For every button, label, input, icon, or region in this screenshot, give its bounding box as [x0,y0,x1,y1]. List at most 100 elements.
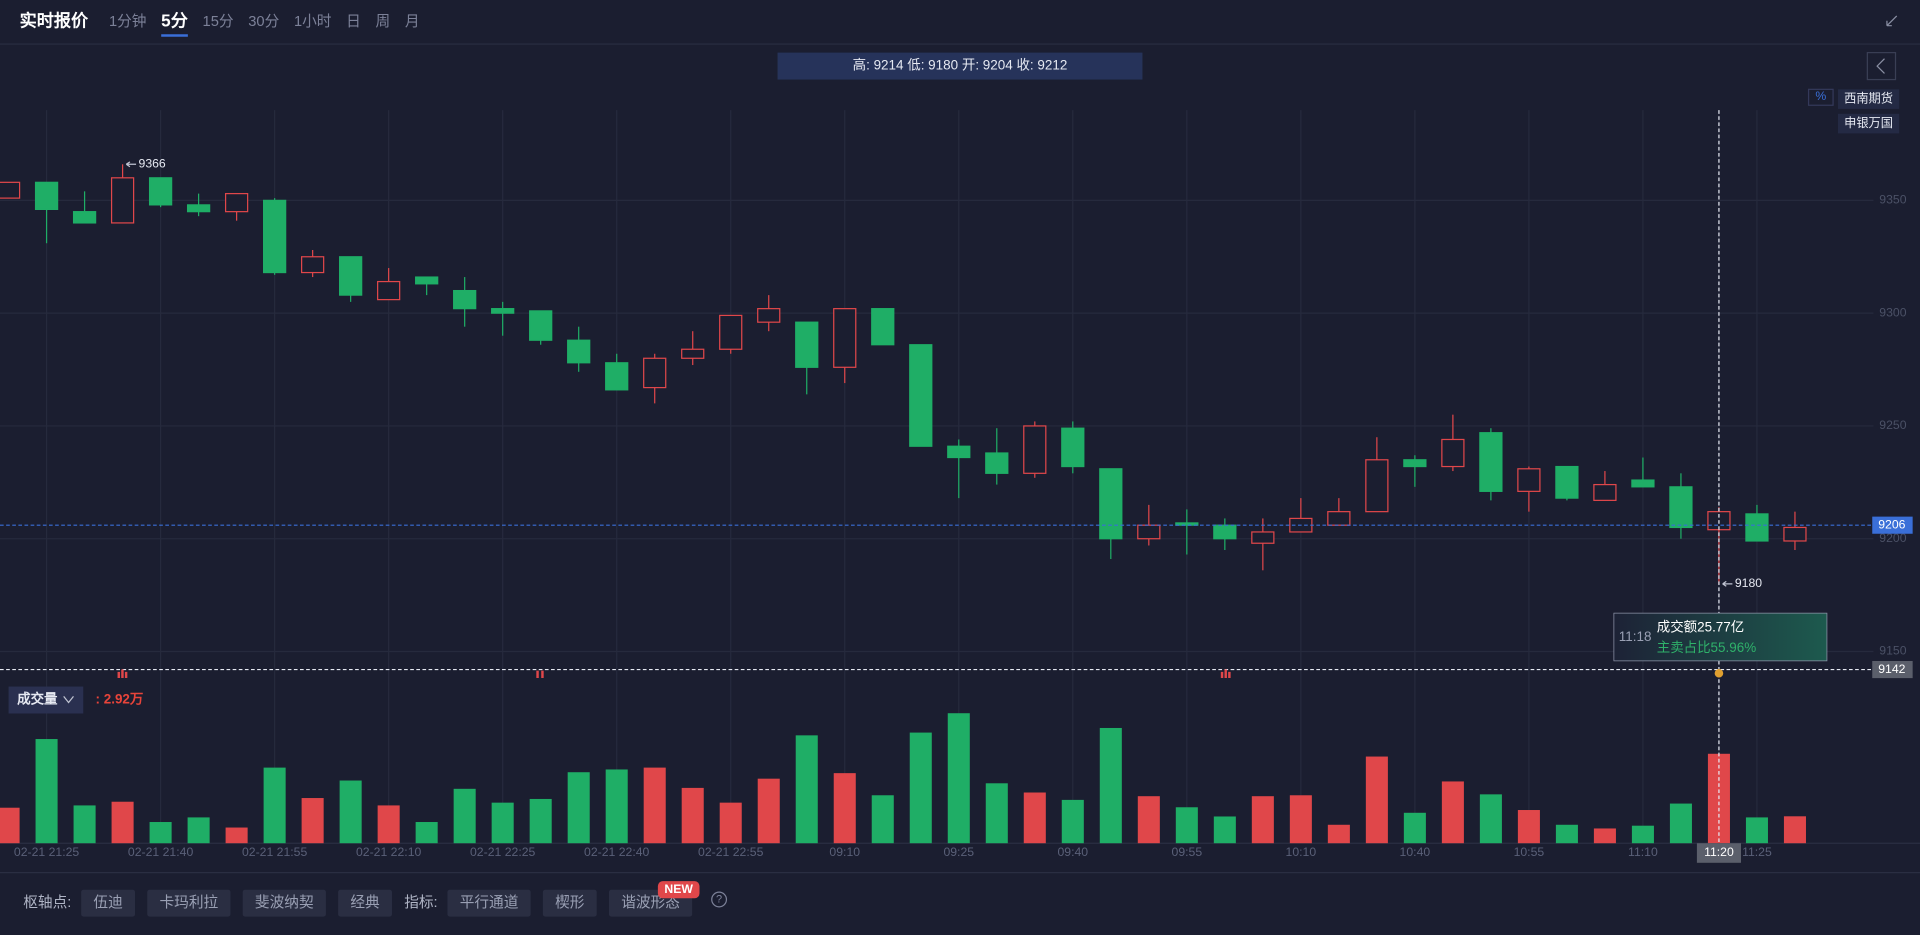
period-tab[interactable]: 日 [346,14,361,30]
volume-bar [719,802,742,844]
period-tab[interactable]: 1小时 [294,13,332,30]
candle-body [1745,513,1769,542]
period-tab[interactable]: 月 [405,14,420,30]
volume-bar [225,827,248,844]
candle-body [757,308,781,323]
volume-bar [947,713,970,844]
x-tick-label: 09:10 [829,845,860,859]
volume-bar [0,807,20,844]
indicator[interactable]: 楔形 [555,894,585,911]
extreme-label: 9366 [139,157,166,171]
period-tab[interactable]: 30分 [248,13,279,30]
candle-body [1137,524,1161,540]
candle-body [1175,522,1199,526]
volume-bar [1365,756,1388,844]
new-badge: NEW [664,882,693,896]
crosshair-time-box [1696,843,1741,863]
volume-bar [491,802,514,844]
candle-body [1555,465,1579,499]
indicator-button[interactable] [447,889,531,917]
pivot-button[interactable] [81,889,136,917]
volume-title[interactable]: 成交量 [17,691,58,707]
crosshair-price-label: 9142 [1878,662,1905,676]
volume-bar [301,798,324,844]
x-tick-label: 09:55 [1172,845,1203,859]
indicator[interactable]: 平行通道 [460,894,519,911]
back-button[interactable] [1866,52,1897,81]
pivot[interactable]: 卡玛利拉 [159,894,218,911]
volume-bar [1099,727,1122,844]
volume-bar [1403,812,1426,844]
pivot-button[interactable] [338,889,392,917]
candle-body [0,181,21,199]
candle-body [1441,438,1465,468]
candle-body [947,445,971,459]
y-tick-label: 9300 [1879,305,1906,319]
pivot[interactable]: 经典 [350,894,380,911]
annotation-arrow [1722,580,1733,587]
percent-toggle[interactable]: % [1815,89,1826,103]
x-tick-label: 09:25 [943,845,974,859]
candle-body [491,308,515,314]
candle-body [301,256,325,274]
help-icon[interactable]: ? [716,893,722,905]
collapse-icon[interactable] [1886,15,1898,27]
candle-body [186,204,211,213]
volume-bar [377,805,400,844]
volume-bar [1783,816,1806,844]
back-arrow [1876,58,1885,74]
volume-bar [187,817,210,844]
candle-body [34,181,59,211]
signal-icons [117,669,1231,678]
candle-body [1783,526,1807,542]
pivot[interactable]: 伍迪 [93,894,123,911]
crosshair-dot [1714,668,1724,678]
broker-tag-box [1837,89,1900,109]
volume-bar [1061,799,1084,844]
candle-body [377,280,401,301]
candle-body [605,362,629,391]
price-pane: 9150 9200 9250 9300 9350 9366 9180 9206 9142 02-2… [0,110,1920,863]
volume-bar [1669,803,1692,844]
x-tick-label: 02-21 21:55 [242,845,308,859]
period-tab[interactable]: 周 [376,13,391,30]
volume-bar [1745,817,1768,844]
toolbar-label: 枢轴点: [23,894,71,911]
candle-body [681,348,705,359]
broker-tag: 西南期货 [1844,90,1893,105]
volume-bar [1555,824,1578,844]
x-tick-label: 02-21 21:25 [14,845,80,859]
period-tab[interactable]: 1分钟 [109,13,147,30]
volume-chevron [63,695,74,704]
indicator[interactable]: 谐波形态 [621,894,680,911]
help-circle[interactable] [711,891,728,908]
candle-body [1479,432,1503,492]
period-tab[interactable]: 15分 [203,13,234,30]
pivot-button[interactable] [147,889,231,917]
volume-bar [263,767,286,844]
volume-bar [1213,816,1236,844]
volume-bar [681,787,704,844]
candle-body [1251,531,1275,544]
volume-bar [149,822,172,844]
new-badge-box [657,881,700,899]
indicator-button[interactable] [542,889,597,917]
candle-body [72,211,97,224]
period-tab[interactable]: 5分 [161,11,188,31]
volume-readout: : 2.92万 [96,692,144,707]
pivot-button[interactable] [242,889,326,917]
percent-toggle-box[interactable] [1807,88,1834,106]
x-tick-label: 11:10 [1628,845,1658,859]
candle-body [1327,511,1351,526]
candle-body [453,289,477,310]
volume-bar [1251,796,1274,844]
pivot[interactable]: 斐波纳契 [255,894,314,911]
x-tick-label: 02-21 22:25 [470,845,536,859]
x-tick-label: 10:10 [1286,845,1317,859]
x-tick-label: 02-21 21:40 [128,845,194,859]
volume-bar [833,773,856,844]
volume-bar [1441,781,1464,844]
candle-body [1403,459,1427,468]
candle-body [909,344,933,447]
